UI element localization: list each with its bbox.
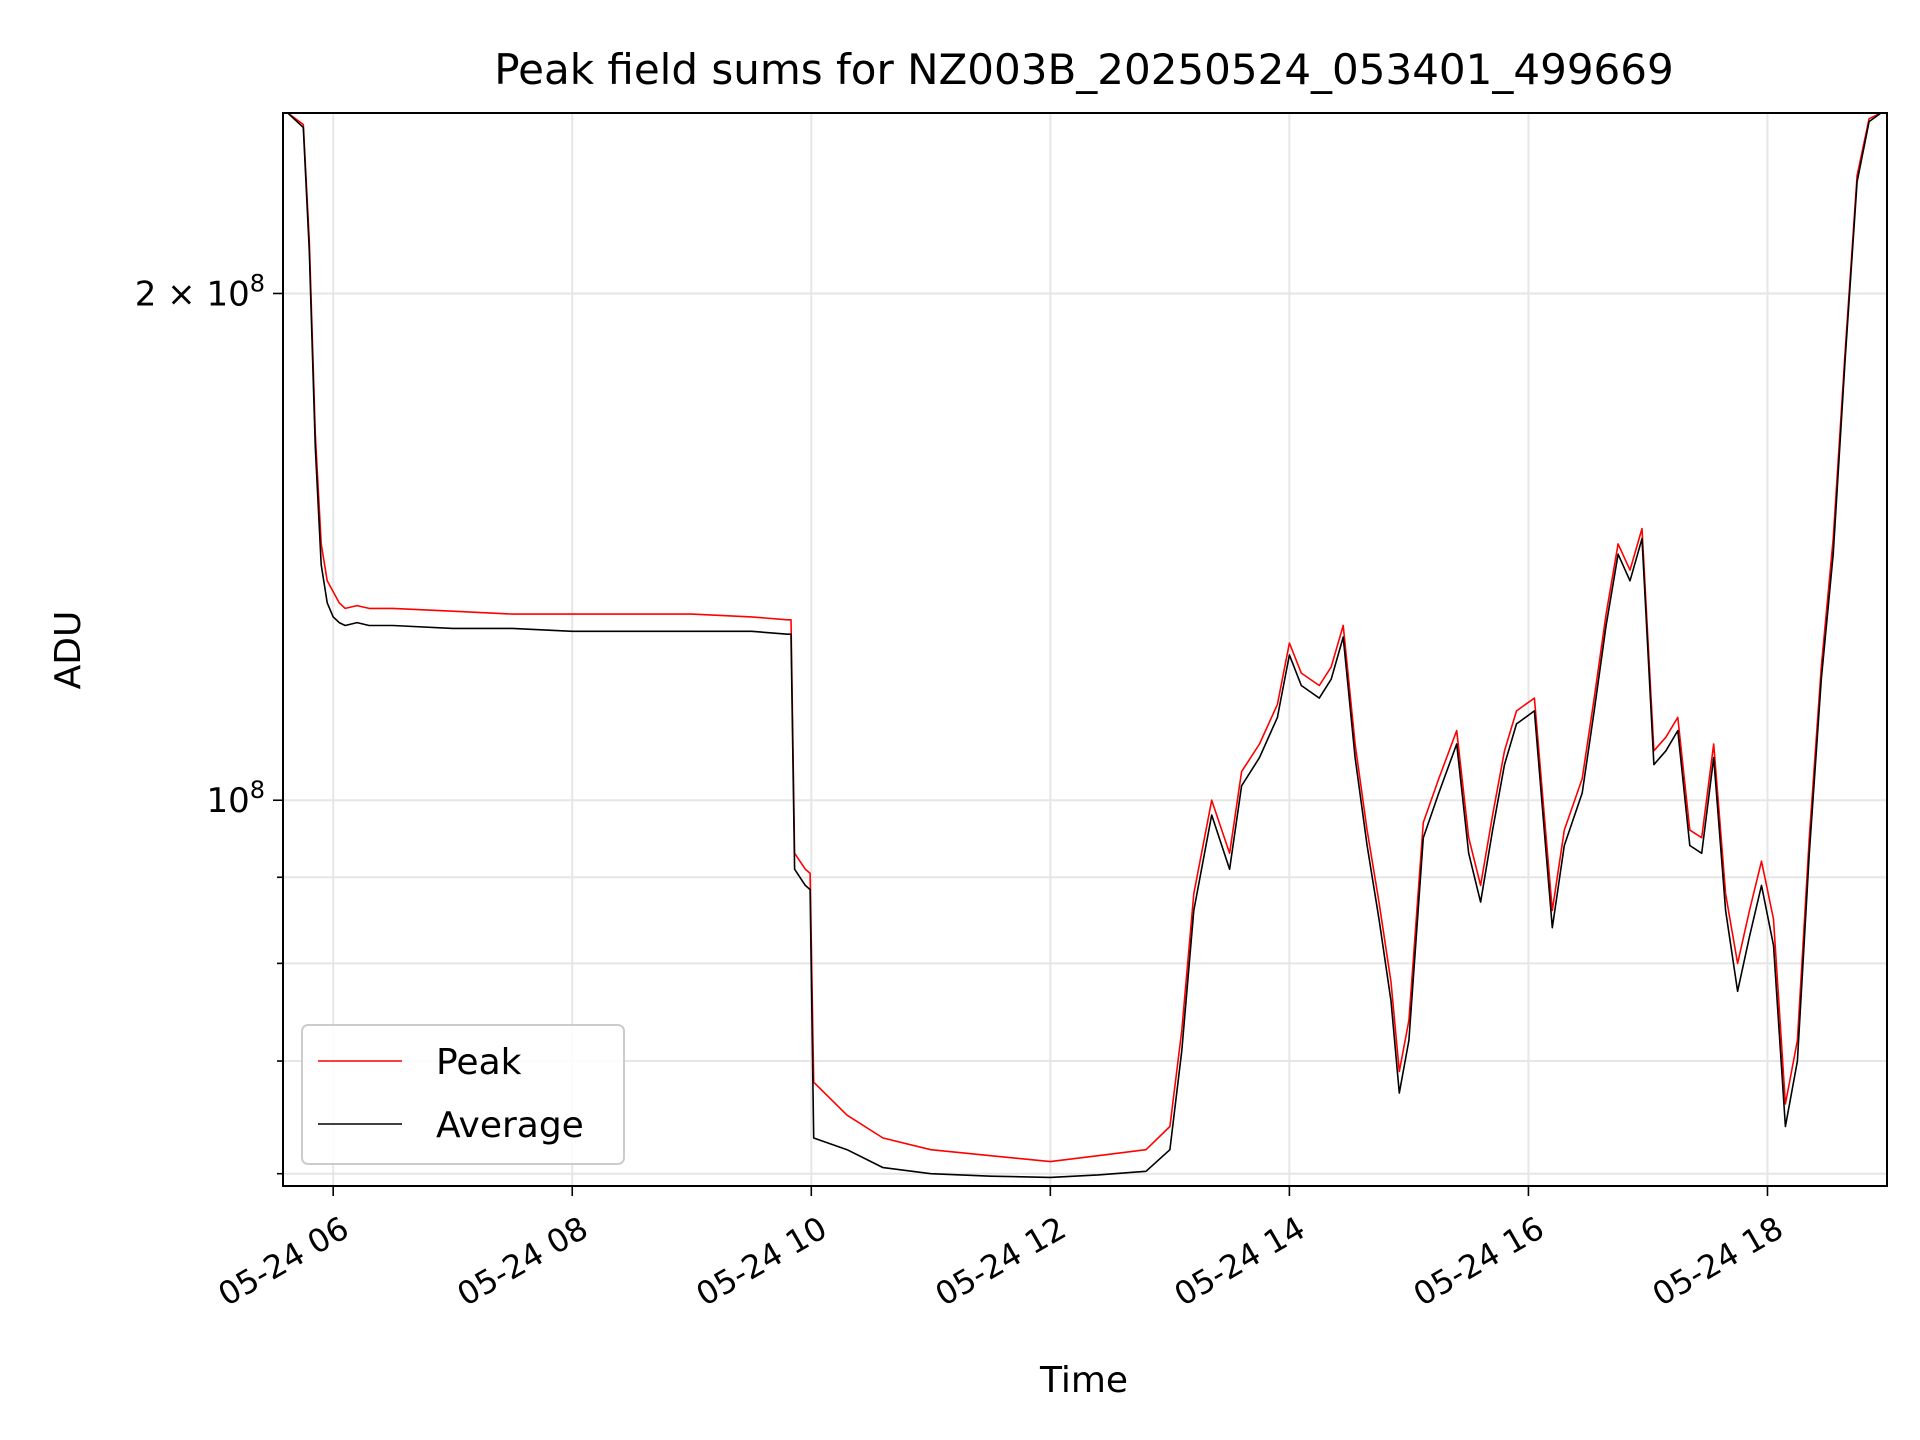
series-peak-line [287,112,1882,1163]
x-tick-label: 05-24 10 [690,1209,834,1314]
x-tick-label: 05-24 16 [1407,1209,1551,1314]
y-axis-label: ADU [48,611,89,690]
plot-background [283,113,1887,1186]
series-lines [287,112,1882,1179]
y-axis-ticks: 108 2 × 108 [135,269,283,1175]
x-tick-label: 05-24 18 [1646,1209,1790,1314]
x-tick-label: 05-24 06 [212,1209,356,1314]
series-average-line [287,112,1882,1179]
y-tick-label: 2 × 108 [135,269,265,314]
x-axis-ticks: 05-24 06 05-24 08 05-24 10 05-24 12 05-24 14… [212,1186,1790,1314]
plot-frame [282,112,1888,1187]
legend: Peak Average [301,1024,625,1165]
x-axis-label: Time [1039,1360,1128,1401]
y-tick-label: 108 [206,776,265,821]
legend-peak-label: Peak [436,1042,522,1083]
x-tick-label: 05-24 08 [451,1209,595,1314]
x-tick-label: 05-24 14 [1168,1209,1312,1314]
x-tick-label: 05-24 12 [929,1209,1073,1314]
legend-box [301,1024,625,1165]
legend-average-label: Average [436,1105,584,1146]
chart-title: Peak field sums for NZ003B_20250524_0534… [494,45,1673,94]
